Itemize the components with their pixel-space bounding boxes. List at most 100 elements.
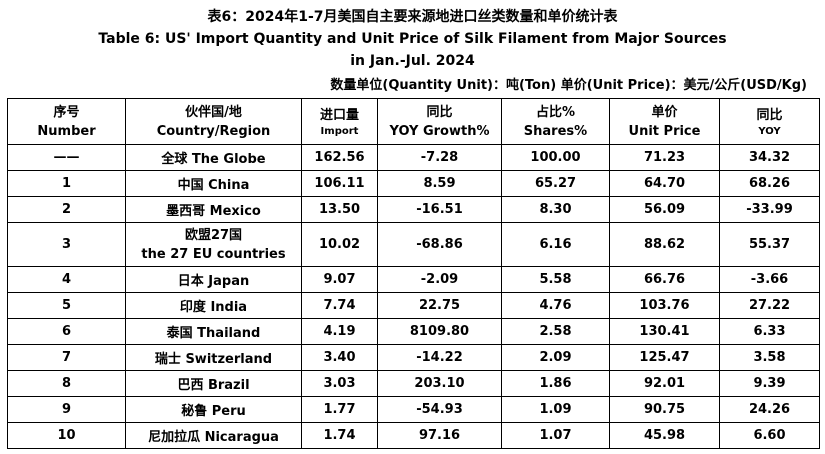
cell-number: —— [7,144,126,171]
cell-shares: 1.86 [501,370,610,397]
cell-number: 7 [7,344,126,371]
cell-number: 4 [7,266,126,293]
cell-yoy-price: 68.26 [719,170,820,197]
cell-yoy-price: 27.22 [719,292,820,319]
table-row: 2 墨西哥 Mexico 13.50 -16.51 8.30 56.09 -33… [7,196,820,223]
cell-number: 8 [7,370,126,397]
table-row: 10 尼加拉瓜 Nicaragua 1.74 97.16 1.07 45.98 … [7,422,820,449]
title-zh: 表6：2024年1-7月美国自主要来源地进口丝类数量和单价统计表 [207,9,618,25]
cell-shares: 6.16 [501,222,610,267]
table-row: 7 瑞士 Switzerland 3.40 -14.22 2.09 125.47… [7,344,820,371]
cell-country: 日本 Japan [125,266,302,293]
cell-yoy-price: 6.60 [719,422,820,449]
cell-unit-price: 90.75 [609,396,720,423]
cell-unit-price: 88.62 [609,222,720,267]
cell-yoy-growth: -16.51 [377,196,502,223]
cell-shares: 1.09 [501,396,610,423]
cell-yoy-growth: 22.75 [377,292,502,319]
table-row: 1 中国 China 106.11 8.59 65.27 64.70 68.26 [7,170,820,197]
table-row: 5 印度 India 7.74 22.75 4.76 103.76 27.22 [7,292,820,319]
cell-yoy-growth: -54.93 [377,396,502,423]
cell-yoy-price: 9.39 [719,370,820,397]
table-row: —— 全球 The Globe 162.56 -7.28 100.00 71.2… [7,144,820,171]
cell-unit-price: 66.76 [609,266,720,293]
cell-unit-price: 56.09 [609,196,720,223]
cell-unit-price: 45.98 [609,422,720,449]
header-country: 伙伴国/地 Country/Region [125,98,302,145]
cell-import-qty: 13.50 [301,196,378,223]
unit-note: 数量单位(Quantity Unit)：吨(Ton) 单价(Unit Price… [330,78,807,93]
cell-country: 中国 China [125,170,302,197]
cell-number: 1 [7,170,126,197]
cell-country: 印度 India [125,292,302,319]
cell-import-qty: 106.11 [301,170,378,197]
cell-unit-price: 130.41 [609,318,720,345]
header-unit-price: 单价 Unit Price [609,98,720,145]
cell-country: 瑞士 Switzerland [125,344,302,371]
cell-shares: 5.58 [501,266,610,293]
cell-import-qty: 9.07 [301,266,378,293]
cell-country: 巴西 Brazil [125,370,302,397]
cell-import-qty: 10.02 [301,222,378,267]
cell-shares: 2.09 [501,344,610,371]
cell-yoy-growth: 8109.80 [377,318,502,345]
header-shares: 占比% Shares% [501,98,610,145]
cell-yoy-growth: -2.09 [377,266,502,293]
cell-yoy-price: 6.33 [719,318,820,345]
cell-import-qty: 1.74 [301,422,378,449]
cell-import-qty: 1.77 [301,396,378,423]
cell-unit-price: 71.23 [609,144,720,171]
cell-yoy-price: 24.26 [719,396,820,423]
cell-import-qty: 4.19 [301,318,378,345]
table-row: 8 巴西 Brazil 3.03 203.10 1.86 92.01 9.39 [7,370,820,397]
cell-number: 9 [7,396,126,423]
header-yoy-growth: 同比 YOY Growth% [377,98,502,145]
header-import-qty: 进口量 Import [301,98,378,145]
cell-yoy-growth: -68.86 [377,222,502,267]
cell-shares: 1.07 [501,422,610,449]
cell-yoy-growth: 203.10 [377,370,502,397]
cell-yoy-price: -3.66 [719,266,820,293]
header-yoy-price: 同比 YOY [719,98,820,145]
cell-shares: 100.00 [501,144,610,171]
title-en-line2: in Jan.-Jul. 2024 [350,53,475,69]
cell-unit-price: 125.47 [609,344,720,371]
cell-unit-price: 103.76 [609,292,720,319]
cell-yoy-growth: -7.28 [377,144,502,171]
cell-import-qty: 162.56 [301,144,378,171]
cell-country: 全球 The Globe [125,144,302,171]
cell-unit-price: 64.70 [609,170,720,197]
cell-import-qty: 7.74 [301,292,378,319]
table-row: 3 欧盟27国 the 27 EU countries 10.02 -68.86 … [7,222,820,267]
table-row: 4 日本 Japan 9.07 -2.09 5.58 66.76 -3.66 [7,266,820,293]
cell-shares: 2.58 [501,318,610,345]
cell-shares: 8.30 [501,196,610,223]
cell-country: 秘鲁 Peru [125,396,302,423]
cell-yoy-price: 34.32 [719,144,820,171]
table-row: 6 泰国 Thailand 4.19 8109.80 2.58 130.41 6… [7,318,820,345]
cell-yoy-price: 55.37 [719,222,820,267]
cell-yoy-growth: 8.59 [377,170,502,197]
cell-number: 2 [7,196,126,223]
cell-shares: 65.27 [501,170,610,197]
cell-number: 3 [7,222,126,267]
header-number: 序号 Number [7,98,126,145]
cell-number: 5 [7,292,126,319]
table-row: 9 秘鲁 Peru 1.77 -54.93 1.09 90.75 24.26 [7,396,820,423]
cell-country: 尼加拉瓜 Nicaragua [125,422,302,449]
cell-number: 10 [7,422,126,449]
cell-yoy-price: 3.58 [719,344,820,371]
cell-yoy-price: -33.99 [719,196,820,223]
cell-shares: 4.76 [501,292,610,319]
cell-country: 墨西哥 Mexico [125,196,302,223]
cell-import-qty: 3.03 [301,370,378,397]
import-table: 序号 Number 伙伴国/地 Country/Region 进口量 Import 同… [7,98,820,449]
cell-unit-price: 92.01 [609,370,720,397]
title-en-line1: Table 6: US' Import Quantity and Unit Pr… [98,31,727,47]
cell-country: 欧盟27国 the 27 EU countries [125,222,302,267]
cell-yoy-growth: -14.22 [377,344,502,371]
header-row: 序号 Number 伙伴国/地 Country/Region 进口量 Import 同… [7,98,820,145]
cell-country: 泰国 Thailand [125,318,302,345]
cell-import-qty: 3.40 [301,344,378,371]
